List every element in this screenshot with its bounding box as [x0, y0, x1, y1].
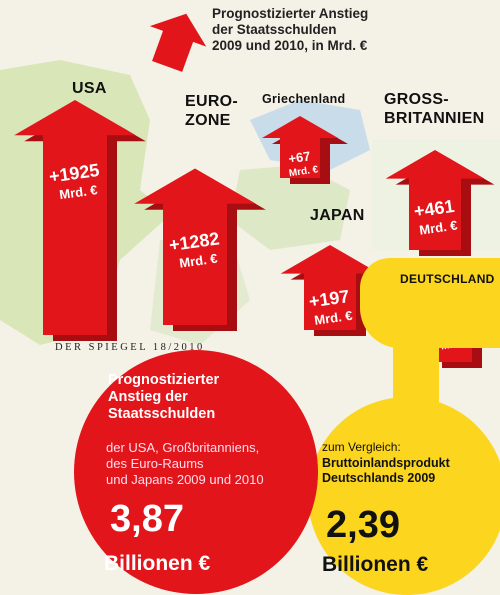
red-circle-subtitle: der USA, Großbritanniens, des Euro-Raums…: [106, 440, 264, 487]
unit-label: Mrd. €: [178, 251, 218, 271]
yellow-circle-unit: Billionen €: [322, 553, 429, 576]
red-circle-number: 3,87: [110, 498, 184, 540]
red-circle: [74, 350, 318, 594]
label-griechenland: Griechenland: [262, 92, 346, 106]
label-eurozone: EURO- ZONE: [185, 93, 239, 129]
unit-label: Mrd. €: [288, 164, 319, 179]
label-japan: JAPAN: [310, 207, 365, 224]
red-circle-title: Prognostizierter Anstieg der Staatsschul…: [108, 372, 220, 422]
label-usa: USA: [72, 80, 107, 97]
yellow-circle-title: Bruttoinlandsprodukt Deutschlands 2009: [322, 456, 450, 485]
yellow-circle-pretext: zum Vergleich:: [322, 440, 401, 454]
yellow-circle: [308, 397, 500, 595]
red-circle-unit: Billionen €: [104, 552, 211, 575]
chart-title: Prognostizierter Anstieg der Staatsschul…: [212, 6, 369, 53]
unit-label: Mrd. €: [313, 308, 353, 328]
unit-label: Mrd. €: [58, 182, 98, 202]
source-credit: DER SPIEGEL 18/2010: [55, 342, 205, 353]
unit-label: Mrd. €: [418, 217, 458, 237]
label-grossbritannien: GROSS- BRITANNIEN: [384, 91, 485, 127]
value-label: +67: [287, 148, 311, 166]
yellow-circle-number: 2,39: [326, 504, 400, 546]
header-arrow-icon: [149, 13, 207, 72]
label-deutschland: DEUTSCHLAND: [400, 272, 495, 286]
